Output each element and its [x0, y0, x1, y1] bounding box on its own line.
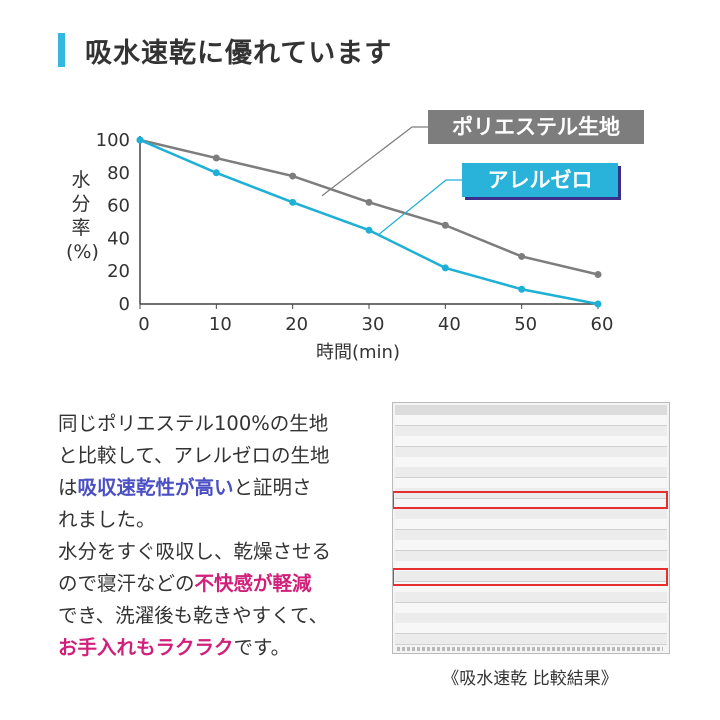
highlight-easy-care: お手入れもラクラク — [58, 636, 234, 659]
x-axis-label: 時間(min) — [316, 342, 400, 363]
table-image-row — [395, 467, 667, 479]
table-image-row — [395, 415, 667, 427]
legend-leader-line — [321, 126, 428, 197]
highlight-absorb-dry: 吸収速乾性が高い — [77, 476, 234, 499]
table-image-row — [395, 602, 667, 614]
data-point — [365, 226, 373, 234]
chart-ticks: 0 10 20 30 40 50 60 0 20 40 60 80 100 — [96, 130, 614, 335]
data-point — [441, 221, 449, 229]
description-line: 同じポリエステル100%の生地 — [58, 412, 329, 435]
table-image-row — [395, 633, 667, 645]
table-image-row — [395, 529, 667, 541]
data-point — [518, 252, 526, 260]
description-line: れました。 — [58, 508, 156, 531]
data-point — [518, 285, 526, 293]
description-line: ので寝汗などの不快感が軽減 — [58, 568, 378, 600]
heading-title: 吸水速乾に優れています — [85, 37, 393, 69]
table-caption: 《吸水速乾 比較結果》 — [442, 669, 618, 689]
table-image-row — [395, 509, 667, 520]
table-image-row — [395, 519, 667, 531]
description-line: と比較して、アレルゼロの生地 — [58, 444, 330, 467]
chart-series — [136, 136, 602, 308]
table-image-row — [395, 613, 667, 624]
table-image-row — [395, 550, 667, 562]
data-point — [212, 154, 220, 162]
table-image-row — [395, 623, 667, 635]
table-image-row — [395, 457, 667, 468]
section-heading: 吸水速乾に優れています — [58, 30, 392, 70]
description-line: でき、洗濯後も乾きやすくて、 — [58, 604, 329, 627]
table-image-row — [395, 425, 667, 437]
data-point — [289, 198, 297, 206]
legend-box — [462, 163, 618, 197]
y-tick-label: 80 — [107, 163, 130, 184]
legend-label: ポリエステル生地 — [452, 115, 620, 139]
heading-accent-bar — [58, 33, 65, 67]
x-tick-label: 40 — [438, 314, 461, 335]
y-axis-label: 水分率(%) — [66, 169, 99, 263]
data-point — [136, 136, 144, 144]
text-segment: と証明さ — [233, 476, 312, 499]
y-tick-label: 100 — [96, 130, 130, 151]
data-point — [594, 300, 602, 308]
description-line: お手入れもラクラクです。 — [58, 632, 378, 664]
x-tick-label: 0 — [138, 314, 149, 335]
data-point — [594, 270, 602, 278]
data-point — [212, 169, 220, 177]
legend-leader-line — [377, 179, 462, 236]
x-tick-label: 60 — [591, 314, 614, 335]
x-tick-label: 50 — [514, 314, 537, 335]
highlight-discomfort: 不快感が軽減 — [194, 572, 312, 595]
description-line: 水分をすぐ吸収し、乾燥させる — [58, 540, 332, 563]
table-footnote-image — [397, 647, 663, 651]
table-image-row — [395, 592, 667, 604]
data-point — [289, 172, 297, 180]
x-tick-label: 20 — [285, 314, 308, 335]
data-point — [365, 198, 373, 206]
y-tick-label: 20 — [107, 261, 130, 282]
table-image-row — [395, 436, 667, 448]
y-tick-label: 60 — [107, 196, 130, 217]
description-line: は吸収速乾性が高いと証明さ — [58, 472, 378, 504]
table-image-row — [395, 477, 667, 489]
y-tick-label: 0 — [119, 294, 130, 315]
highlight-box — [393, 491, 668, 509]
highlight-box — [393, 568, 668, 586]
table-image-row — [395, 540, 667, 552]
legend-label: アレルゼロ — [488, 168, 593, 192]
chart-axes — [139, 136, 600, 305]
test-results-table-image — [392, 402, 670, 654]
legend-box — [428, 110, 644, 144]
y-tick-label: 40 — [107, 228, 130, 249]
description-text: 同じポリエステル100%の生地 と比較して、アレルゼロの生地 は吸収速乾性が高い… — [58, 408, 378, 664]
table-image — [395, 405, 667, 649]
table-image-row — [395, 446, 667, 458]
data-point — [441, 264, 449, 272]
x-tick-label: 30 — [362, 314, 385, 335]
x-tick-label: 10 — [209, 314, 232, 335]
table-image-row — [395, 405, 667, 416]
text-segment: ので寝汗などの — [58, 572, 195, 595]
text-segment: です。 — [233, 636, 291, 659]
text-segment: は — [58, 476, 78, 499]
